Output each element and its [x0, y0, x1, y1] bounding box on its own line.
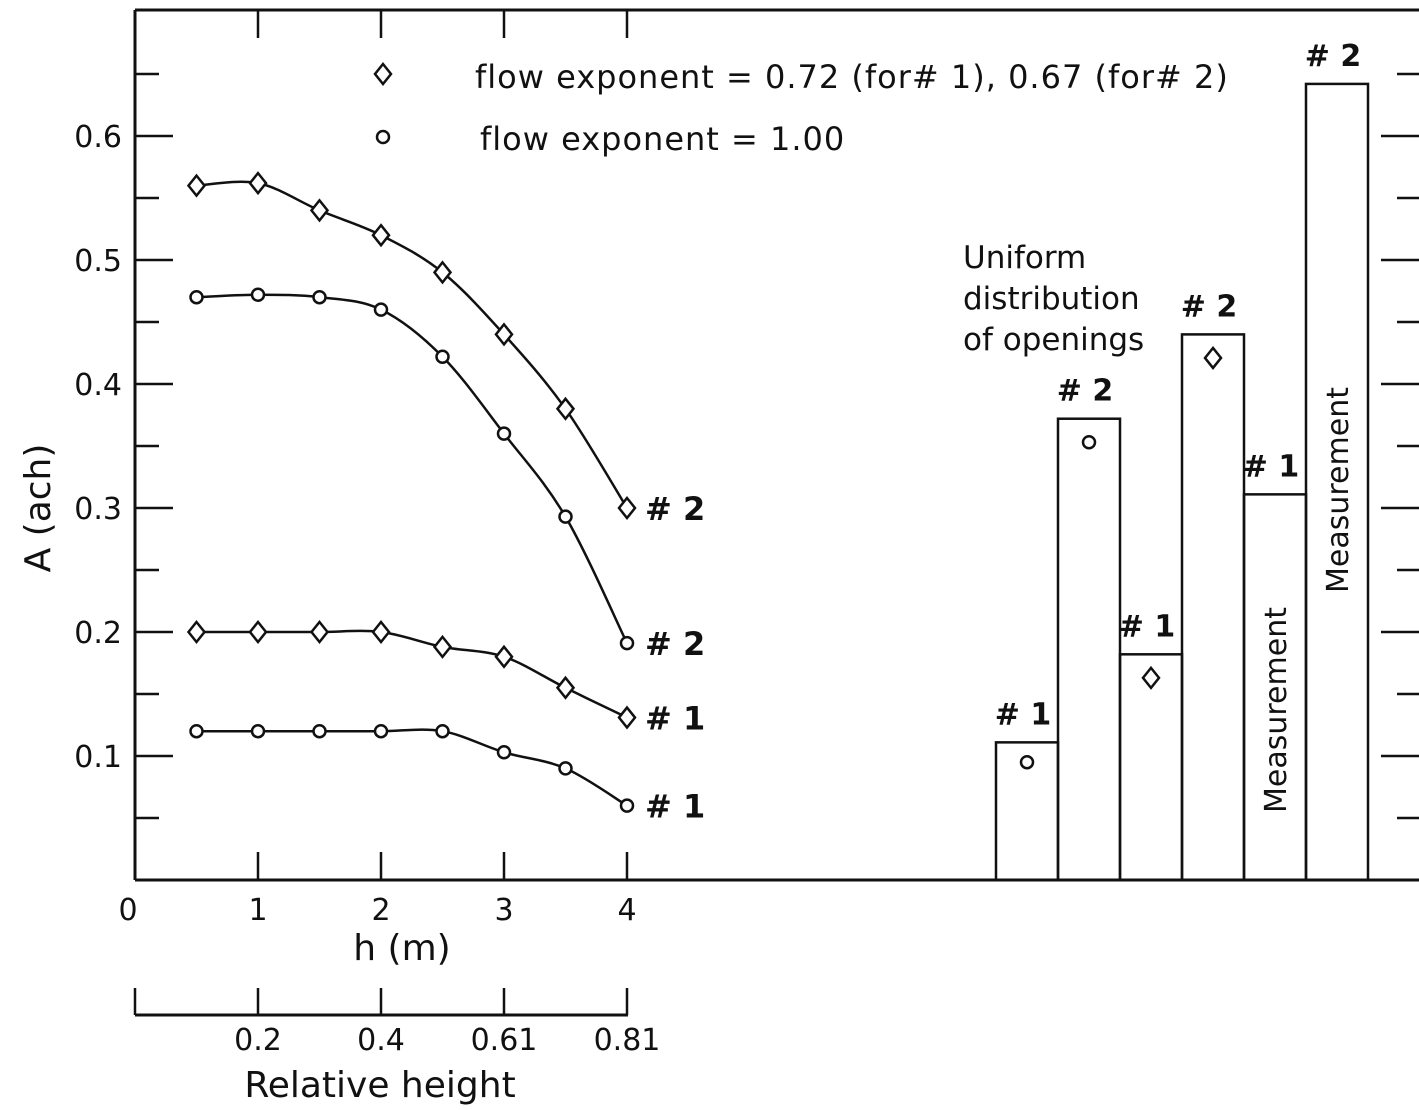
- y-tick-label: 0.5: [74, 244, 122, 279]
- diamond-point: [432, 260, 453, 285]
- y-tick-label: 0.1: [74, 740, 122, 775]
- series-end-label: # 2: [645, 490, 705, 528]
- x2-tick-label: 0.61: [471, 1023, 538, 1058]
- bar-label: # 2: [1057, 374, 1113, 409]
- circle-point: [435, 723, 450, 739]
- series-line: [196, 629, 628, 719]
- circle-point: [496, 745, 512, 760]
- y-tick-label: 0.4: [74, 368, 122, 403]
- x-tick-label: 4: [617, 893, 636, 928]
- diamond-point: [617, 495, 637, 521]
- x2-tick-label: 0.4: [357, 1023, 405, 1058]
- x-tick-labels: 0 1 2 3 4: [118, 893, 636, 928]
- circle-point: [619, 798, 635, 813]
- circle-point: [312, 289, 327, 305]
- legend-diamond-icon: [373, 61, 393, 87]
- bar-label: # 1: [1119, 609, 1175, 644]
- diamond-point: [432, 634, 453, 659]
- circle-point: [373, 723, 389, 739]
- y-tick-label: 0.2: [74, 616, 122, 651]
- circle-point: [435, 349, 450, 364]
- uniform-note: Uniform distribution of openings: [963, 240, 1150, 358]
- bar-circle-marker: [1081, 435, 1097, 450]
- bar-diamond-marker: [1203, 345, 1223, 370]
- diamond-point: [248, 619, 268, 645]
- series-end-label: # 1: [645, 700, 705, 738]
- bars-layer: # 1 # 2 # 1 # 2 # 1 Measurement # 2 Measurement: [994, 39, 1370, 882]
- diamond-point: [617, 705, 637, 730]
- bar: [1180, 333, 1246, 882]
- diamond-point: [186, 173, 207, 198]
- bar-circle-marker: [1019, 754, 1035, 770]
- bar: [1304, 82, 1370, 882]
- legend-entry-circle: flow exponent = 1.00: [480, 120, 845, 158]
- x-tick-label: 0: [118, 893, 137, 928]
- bar-label: # 1: [995, 697, 1051, 732]
- circle-point: [496, 426, 512, 441]
- x-tick-label: 2: [371, 893, 390, 928]
- axis-ticks: [133, 10, 1419, 1015]
- x2-tick-label: 0.81: [594, 1023, 661, 1058]
- y-tick-label: 0.3: [74, 492, 122, 527]
- diamond-point: [494, 322, 514, 347]
- diamond-point: [371, 223, 391, 248]
- x-axis-title: h (m): [353, 928, 450, 969]
- diamond-point: [555, 675, 576, 700]
- x-tick-label: 3: [494, 893, 513, 928]
- measurement-label: Measurement: [1259, 607, 1294, 813]
- circle-point: [189, 289, 204, 305]
- legend-circle-icon: [375, 129, 391, 145]
- measurement-label: Measurement: [1321, 387, 1356, 593]
- x-tick-label: 1: [248, 893, 267, 928]
- diamond-point: [309, 198, 330, 223]
- diamond-point: [309, 619, 330, 645]
- y-tick-labels: 0.1 0.2 0.3 0.4 0.5 0.6: [74, 120, 122, 775]
- series-end-label: # 2: [645, 625, 705, 663]
- series-layer: # 2 # 2 # 1 # 1: [186, 171, 705, 826]
- circle-point: [373, 302, 389, 317]
- x2-tick-labels: 0.2 0.4 0.61 0.81: [234, 1023, 660, 1058]
- circle-point: [250, 723, 266, 739]
- circle-point: [558, 509, 573, 524]
- diamond-point: [371, 619, 391, 645]
- circle-point: [250, 287, 266, 302]
- x2-tick-label: 0.2: [234, 1023, 282, 1058]
- diamond-point: [555, 396, 576, 421]
- diamond-point: [186, 619, 207, 645]
- uniform-note-line-3: of openings: [963, 322, 1144, 358]
- x2-axis-title: Relative height: [244, 1065, 515, 1106]
- series-end-label: # 1: [645, 788, 705, 826]
- circle-point: [558, 761, 573, 776]
- circle-point: [312, 723, 327, 739]
- y-axis-title: A (ach): [18, 444, 59, 573]
- bar-label: # 2: [1305, 39, 1361, 74]
- circle-point: [189, 723, 204, 739]
- diamond-point: [248, 171, 268, 196]
- diamond-point: [494, 644, 514, 669]
- bar-diamond-marker: [1141, 665, 1161, 690]
- y-tick-label: 0.6: [74, 120, 122, 155]
- series-line: [196, 180, 629, 509]
- series-line: [196, 293, 629, 644]
- uniform-note-line-2: distribution: [963, 281, 1140, 317]
- legend: flow exponent = 0.72 (for# 1), 0.67 (for…: [373, 58, 1229, 158]
- legend-entry-diamond: flow exponent = 0.72 (for# 1), 0.67 (for…: [475, 58, 1229, 96]
- uniform-note-line-1: Uniform: [963, 240, 1086, 276]
- bar: [1056, 417, 1122, 882]
- bar-label: # 2: [1181, 289, 1237, 324]
- circle-point: [619, 635, 635, 651]
- bar-label: # 1: [1243, 449, 1299, 484]
